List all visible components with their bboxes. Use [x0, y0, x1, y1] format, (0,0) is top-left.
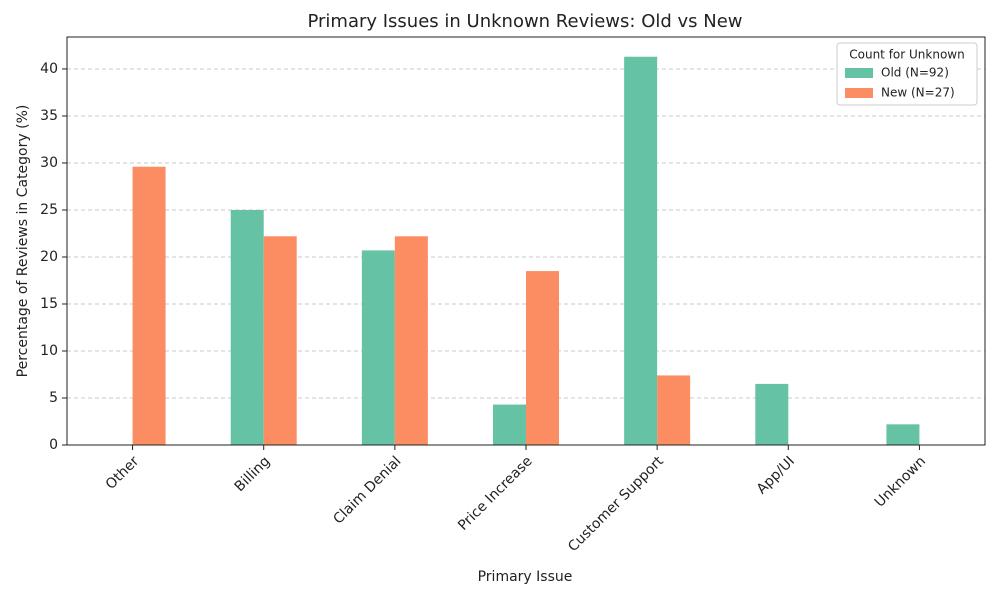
bar [657, 375, 691, 445]
y-tick-label: 35 [40, 108, 58, 124]
legend-swatch [845, 88, 873, 98]
bar [361, 250, 395, 445]
y-tick-label: 25 [40, 202, 58, 218]
legend-label: New (N=27) [881, 86, 955, 100]
bar [624, 56, 658, 445]
x-tick-label: Price Increase [455, 453, 536, 534]
y-tick-label: 30 [40, 155, 58, 171]
x-tick-label: Customer Support [565, 453, 667, 555]
y-tick-label: 0 [49, 437, 58, 453]
bar [132, 166, 166, 445]
y-tick-label: 40 [40, 61, 58, 77]
y-tick-label: 10 [40, 343, 58, 359]
x-tick-label: Other [103, 453, 143, 493]
legend-label: Old (N=92) [881, 66, 949, 80]
x-tick-label: Unknown [872, 453, 929, 510]
bar [230, 209, 264, 445]
bar [394, 236, 428, 445]
x-axis-label: Primary Issue [478, 569, 573, 585]
bar [526, 271, 559, 445]
bar [263, 236, 297, 445]
legend: Count for Unknown Old (N=92) New (N=27) [836, 42, 978, 106]
x-tick-label: Claim Denial [330, 453, 404, 527]
bar [886, 424, 920, 445]
plot-frame [66, 36, 986, 446]
x-tick-label: Billing [232, 453, 274, 495]
y-axis-label: Percentage of Reviews in Category (%) [15, 105, 31, 378]
y-tick-label: 15 [40, 296, 58, 312]
chart-title: Primary Issues in Unknown Reviews: Old v… [307, 11, 742, 32]
x-tick-label: App/UI [754, 453, 798, 497]
y-tick-label: 20 [40, 249, 58, 265]
bar [755, 383, 789, 445]
legend-swatch [845, 68, 873, 78]
y-tick-label: 5 [49, 390, 58, 406]
legend-title: Count for Unknown [849, 48, 964, 62]
bar [493, 404, 526, 445]
